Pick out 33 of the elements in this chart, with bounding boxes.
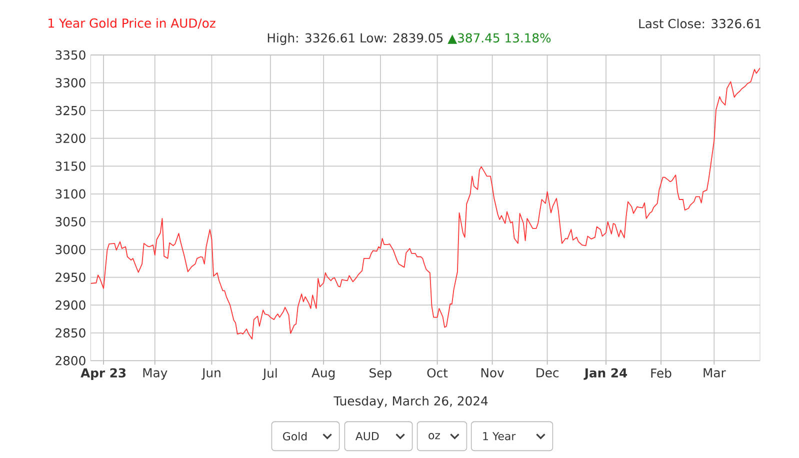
text: 1 Year [483, 432, 516, 440]
x-tick-label: Jan 24 [584, 368, 628, 380]
x-tick-label: Jun [201, 368, 220, 380]
y-tick-label: 3350 [56, 50, 86, 60]
x-tick-label: Dec [536, 368, 558, 378]
y-tick-label: 3050 [56, 217, 86, 226]
y-tick-label: 2800 [56, 356, 86, 366]
y-tick-label: 3100 [56, 189, 86, 199]
text: Gold [283, 432, 307, 440]
text: oz [428, 433, 440, 440]
x-tick-label: Feb [651, 368, 672, 378]
y-tick-label: 3300 [56, 78, 86, 88]
x-tick-label: Jul [262, 368, 277, 380]
x-tick-label: Nov [481, 368, 504, 378]
text: Last Close: 3326.61 [639, 18, 761, 28]
text: AUD [355, 432, 379, 440]
y-tick-label: 3000 [56, 244, 86, 254]
chart-subtitle: High: 3326.61 Low: 2839.05 [268, 33, 443, 45]
x-tick-label: Mar [704, 368, 726, 378]
text: Tuesday, March 26, 2024 [334, 396, 488, 408]
x-tick-label: Oct [427, 368, 448, 378]
y-tick-label: 3250 [56, 106, 86, 116]
chart-title: 1 Year Gold Price in AUD/oz [48, 18, 216, 29]
y-tick-label: 3200 [56, 134, 86, 144]
text: ▲387.45 13.18% [448, 33, 551, 44]
y-tick-label: 2900 [56, 300, 86, 310]
x-tick-label: May [143, 368, 168, 380]
x-tick-label: Apr 23 [80, 368, 126, 380]
x-tick-label: Sep [370, 368, 392, 380]
y-tick-label: 2950 [56, 272, 86, 282]
y-tick-label: 3150 [56, 161, 86, 171]
x-tick-label: Aug [312, 368, 335, 380]
y-tick-label: 2850 [56, 328, 86, 338]
